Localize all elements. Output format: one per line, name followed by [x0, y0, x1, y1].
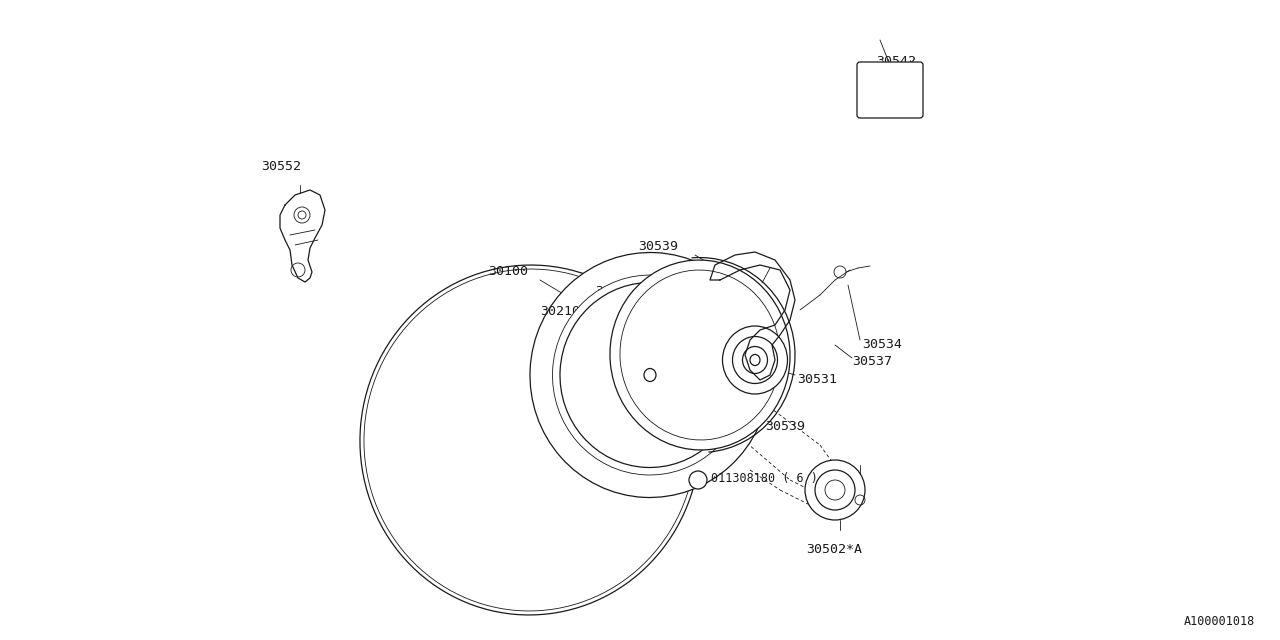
- Ellipse shape: [732, 337, 777, 383]
- Text: 011308180 ( 6 ): 011308180 ( 6 ): [710, 472, 818, 485]
- Circle shape: [805, 460, 865, 520]
- Text: 30539: 30539: [637, 240, 678, 253]
- Ellipse shape: [360, 265, 700, 615]
- Circle shape: [815, 470, 855, 510]
- Text: 30531: 30531: [797, 373, 837, 386]
- Ellipse shape: [750, 355, 760, 365]
- Text: 30534: 30534: [861, 338, 902, 351]
- Ellipse shape: [620, 270, 780, 440]
- Text: 30210: 30210: [540, 305, 580, 318]
- Ellipse shape: [635, 360, 666, 390]
- Text: 30502*B: 30502*B: [595, 285, 652, 298]
- Ellipse shape: [742, 346, 768, 374]
- Circle shape: [689, 471, 707, 489]
- Text: 30542: 30542: [876, 55, 916, 68]
- Ellipse shape: [644, 369, 657, 381]
- Ellipse shape: [553, 275, 748, 475]
- Text: 30539: 30539: [765, 420, 805, 433]
- Circle shape: [753, 303, 763, 313]
- Text: 30552: 30552: [261, 160, 301, 173]
- Ellipse shape: [722, 326, 787, 394]
- Text: 30537: 30537: [852, 355, 892, 368]
- Text: A100001018: A100001018: [1184, 615, 1254, 628]
- Text: 30100: 30100: [488, 265, 529, 278]
- Ellipse shape: [753, 329, 772, 351]
- Ellipse shape: [611, 260, 790, 450]
- Ellipse shape: [625, 349, 675, 401]
- Ellipse shape: [530, 253, 771, 497]
- FancyBboxPatch shape: [858, 62, 923, 118]
- Text: 30502*A: 30502*A: [806, 543, 861, 556]
- Circle shape: [746, 296, 771, 320]
- Text: B: B: [695, 476, 700, 484]
- Circle shape: [826, 480, 845, 500]
- Ellipse shape: [559, 282, 740, 467]
